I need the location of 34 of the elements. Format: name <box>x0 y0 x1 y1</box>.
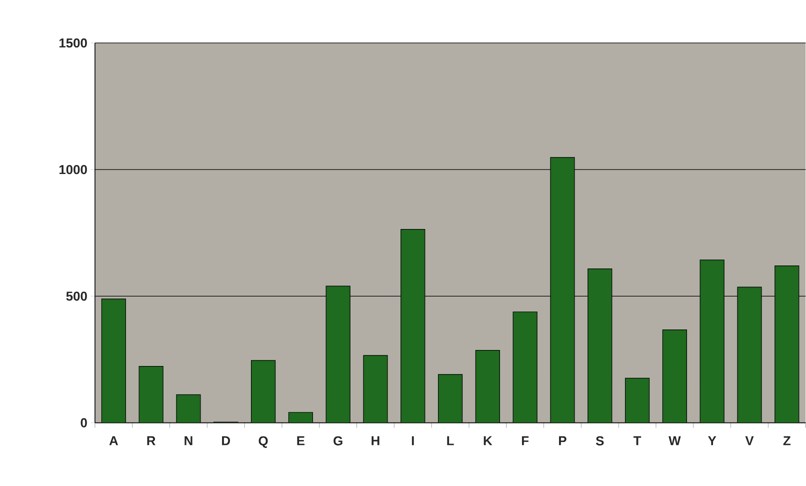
bar <box>176 394 201 423</box>
x-tick-label: F <box>522 436 529 446</box>
bar <box>250 360 276 423</box>
y-tick-label: 0 <box>80 418 87 428</box>
x-tick-label: H <box>372 436 380 446</box>
x-tick-label: I <box>412 436 414 446</box>
bar <box>363 355 388 423</box>
bar <box>512 312 538 423</box>
x-tick-label: E <box>297 436 304 446</box>
bar <box>662 330 687 423</box>
x-tick-label: S <box>596 436 604 446</box>
y-tick-label: 1500 <box>59 38 87 48</box>
x-tick-label: A <box>109 436 118 446</box>
bar <box>438 374 463 423</box>
x-tick-label: N <box>184 436 192 446</box>
y-tick-label: 500 <box>66 292 87 301</box>
y-tick-label: 1000 <box>59 165 87 174</box>
bar <box>624 378 650 423</box>
bar <box>288 412 313 423</box>
x-tick-label: Q <box>258 436 268 448</box>
bar <box>138 366 164 423</box>
x-tick-label: R <box>147 436 156 446</box>
x-tick-label: L <box>447 436 454 446</box>
x-tick-label: Y <box>708 436 716 446</box>
x-tick-label: Z <box>783 436 790 446</box>
x-tick-label: D <box>222 436 230 446</box>
x-tick-label: V <box>745 436 754 446</box>
bar <box>475 350 500 423</box>
x-tick-label: W <box>668 436 681 446</box>
x-tick-label: G <box>334 436 342 446</box>
x-tick-label: P <box>559 436 566 446</box>
bar <box>101 298 126 423</box>
x-tick-label: T <box>633 436 642 446</box>
x-tick-label: K <box>484 436 492 446</box>
